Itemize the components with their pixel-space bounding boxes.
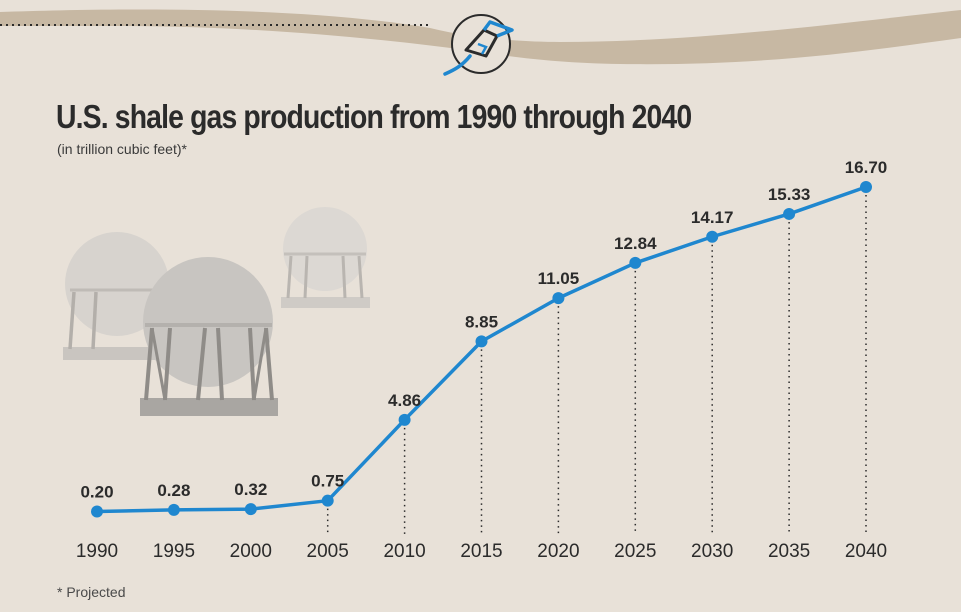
x-tick-label: 2005: [307, 541, 349, 562]
data-point: [629, 256, 642, 269]
x-tick-label: 1990: [76, 541, 118, 562]
gas-pump-nozzle-icon: [443, 14, 514, 76]
data-label: 0.32: [234, 480, 267, 499]
data-label: 8.85: [465, 312, 498, 331]
tank-back-left: [63, 232, 169, 360]
data-label: 11.05: [538, 269, 580, 288]
x-tick-label: 2000: [230, 541, 272, 562]
data-point: [167, 503, 180, 516]
x-tick-label: 2015: [460, 541, 502, 562]
data-point: [398, 413, 411, 426]
data-point: [552, 292, 565, 305]
chart-subtitle: (in trillion cubic feet)*: [57, 141, 187, 157]
chart-title: U.S. shale gas production from 1990 thro…: [56, 98, 692, 135]
data-point: [475, 335, 488, 348]
series-line: [96, 185, 867, 514]
chart-footnote: * Projected: [57, 584, 126, 600]
data-point: [783, 207, 796, 220]
x-tick-label: 2020: [537, 541, 579, 562]
tank-front: [140, 257, 278, 416]
data-label: 0.20: [80, 483, 113, 502]
tank-back-small: [281, 207, 370, 308]
data-label: 14.17: [691, 208, 734, 227]
x-tick-label: 2010: [383, 541, 425, 562]
x-tick-label: 2030: [691, 541, 733, 562]
header-wave-band: [0, 9, 961, 65]
data-point: [321, 494, 334, 507]
data-label: 0.75: [311, 472, 344, 491]
data-point: [706, 230, 719, 243]
x-tick-label: 2035: [768, 541, 810, 562]
data-point: [860, 181, 872, 193]
x-tick-label: 2025: [614, 541, 656, 562]
x-tick-label: 1995: [153, 541, 195, 562]
data-point: [244, 503, 257, 516]
storage-tanks-illustration: [63, 207, 370, 416]
data-label: 12.84: [614, 234, 657, 253]
data-label: 16.70: [845, 158, 888, 177]
x-tick-label: 2040: [845, 541, 887, 562]
data-label: 0.28: [157, 481, 190, 500]
data-point: [91, 505, 103, 518]
data-label: 4.86: [388, 391, 421, 410]
data-label: 15.33: [768, 185, 811, 204]
